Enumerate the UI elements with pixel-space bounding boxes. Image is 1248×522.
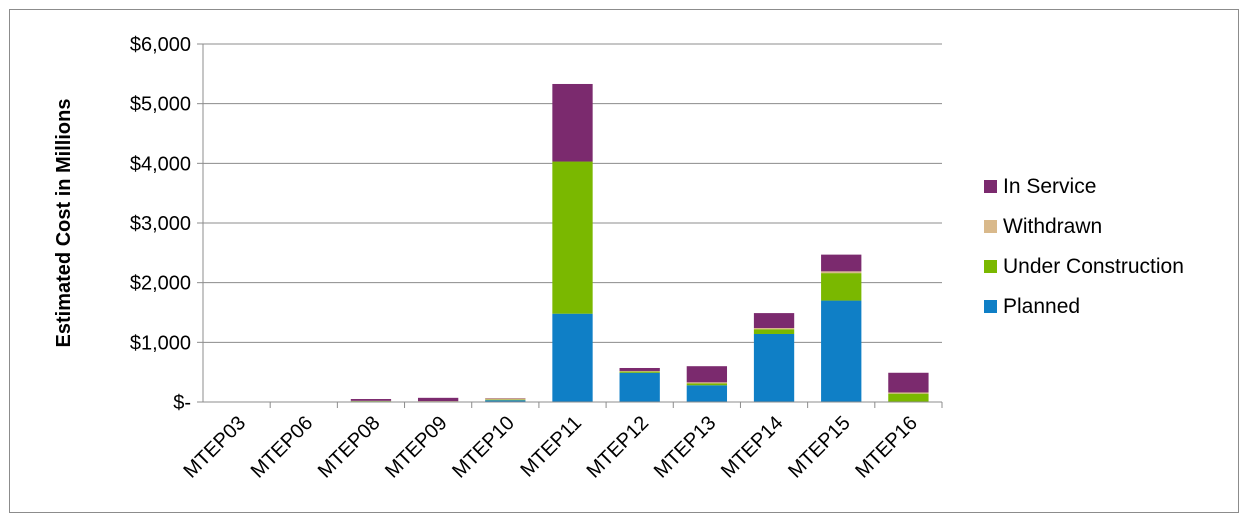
bar-in-service-mtep09 <box>417 397 459 402</box>
legend-label: Under Construction <box>1003 255 1184 278</box>
bar-in-service-mtep12 <box>619 367 660 371</box>
bar-planned-mtep13 <box>686 385 728 402</box>
bar-withdrawn-mtep16 <box>888 392 929 394</box>
y-tick-label: $1,000 <box>130 332 191 354</box>
y-tick-labels: $- $1,000 $2,000 $3,000 $4,000 $5,000 $6,000 <box>130 34 191 414</box>
x-tick-label: MTEP09 <box>381 412 452 483</box>
y-tick-label: $3,000 <box>130 213 191 235</box>
x-tick-label: MTEP03 <box>180 412 251 483</box>
legend-swatch-in-service <box>984 180 997 193</box>
x-tick-label: MTEP08 <box>314 412 385 483</box>
chart-frame: $- $1,000 $2,000 $3,000 $4,000 $5,000 $6,000 M… <box>9 9 1239 513</box>
bar-planned-mtep10 <box>485 400 526 402</box>
bar-under-construction-mtep16 <box>888 393 929 402</box>
x-tick-label: MTEP12 <box>583 412 654 483</box>
x-tick-labels: MTEP03MTEP06MTEP08MTEP09MTEP10MTEP11MTEP… <box>180 412 922 483</box>
y-tick-label: $5,000 <box>130 94 191 116</box>
bars <box>350 83 929 402</box>
bar-in-service-mtep14 <box>753 313 795 329</box>
bar-planned-mtep15 <box>821 300 862 402</box>
y-axis-label: Estimated Cost in Millions <box>53 99 75 348</box>
bar-in-service-mtep13 <box>686 366 728 383</box>
legend-swatch-withdrawn <box>984 220 997 233</box>
bar-planned-mtep14 <box>753 333 795 402</box>
x-tick-label: MTEP16 <box>851 412 922 483</box>
bar-planned-mtep12 <box>619 372 660 402</box>
bar-in-service-mtep08 <box>350 399 392 401</box>
bar-in-service-mtep15 <box>821 254 862 272</box>
bar-under-construction-mtep13 <box>686 383 728 386</box>
x-tick-label: MTEP11 <box>517 412 587 482</box>
y-tick-label: $- <box>173 392 191 414</box>
bar-in-service-mtep16 <box>888 372 929 393</box>
axes <box>202 44 943 408</box>
legend-swatch-planned <box>984 300 997 313</box>
x-tick-label: MTEP10 <box>448 412 519 483</box>
bar-under-construction-mtep12 <box>619 371 660 373</box>
legend-label: Planned <box>1003 295 1080 318</box>
bar-planned-mtep11 <box>552 313 593 402</box>
legend: In Service Withdrawn Under Construction Pla… <box>984 175 1184 318</box>
legend-label: In Service <box>1003 175 1096 198</box>
bar-in-service-mtep11 <box>552 83 593 162</box>
bar-under-construction-mtep10 <box>485 399 526 401</box>
legend-swatch-under-construction <box>984 260 997 273</box>
x-tick-label: MTEP14 <box>717 412 788 483</box>
bar-under-construction-mtep15 <box>821 273 862 301</box>
bar-under-construction-mtep14 <box>753 329 795 334</box>
x-tick-label: MTEP06 <box>247 412 318 483</box>
y-tick-label: $4,000 <box>130 153 191 175</box>
bar-under-construction-mtep11 <box>552 161 593 314</box>
bar-withdrawn-mtep14 <box>753 328 795 330</box>
bar-withdrawn-mtep15 <box>821 271 862 274</box>
stacked-bar-chart: $- $1,000 $2,000 $3,000 $4,000 $5,000 $6,000 M… <box>53 34 1184 483</box>
legend-label: Withdrawn <box>1003 215 1102 238</box>
y-tick-label: $2,000 <box>130 273 191 295</box>
bar-withdrawn-mtep12 <box>619 370 660 372</box>
bar-withdrawn-mtep13 <box>686 382 728 384</box>
x-tick-label: MTEP13 <box>650 412 721 483</box>
y-tick-label: $6,000 <box>130 34 191 56</box>
x-tick-label: MTEP15 <box>784 412 855 483</box>
bar-withdrawn-mtep10 <box>485 398 526 400</box>
